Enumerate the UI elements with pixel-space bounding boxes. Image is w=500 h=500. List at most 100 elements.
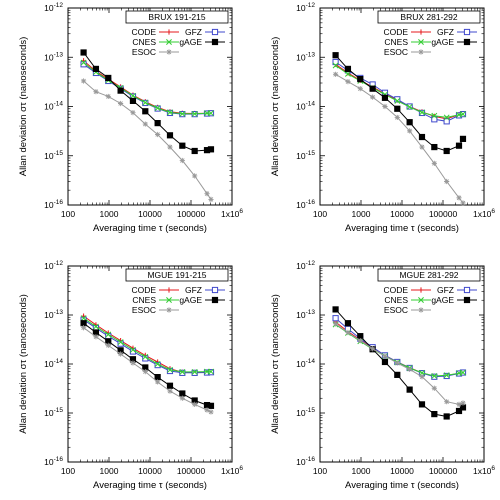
- data-point: [80, 49, 87, 56]
- legend-marker: [463, 28, 471, 36]
- data-point: [332, 52, 339, 59]
- legend-label: gAGE: [179, 295, 202, 305]
- data-point: [431, 410, 438, 418]
- data-point: [92, 323, 99, 330]
- y-tick-label: 10-14: [44, 101, 63, 112]
- data-point: [357, 333, 364, 340]
- legend-marker: [463, 286, 471, 294]
- x-tick-label: 1000: [100, 466, 119, 476]
- x-tick-label: 100000: [177, 466, 206, 476]
- y-tick-label: 10-12: [44, 260, 63, 271]
- x-tick-label: 100000: [429, 466, 458, 476]
- y-tick-label: 10-15: [296, 407, 315, 418]
- data-point: [357, 338, 363, 344]
- data-point: [204, 191, 210, 197]
- data-point: [460, 200, 466, 206]
- data-point: [332, 58, 339, 66]
- x-axis-label: Averaging time τ (seconds): [93, 480, 207, 491]
- y-tick-label: 10-15: [44, 407, 63, 418]
- series-cnes: [80, 315, 214, 375]
- legend-marker: [418, 39, 424, 45]
- legend: MGUE 191-215 CODE GFZ CNES gAGE ESOC: [125, 268, 229, 315]
- x-axis-label: Averaging time τ (seconds): [93, 223, 207, 234]
- data-point: [419, 374, 425, 380]
- y-tick-label: 10-14: [44, 358, 63, 369]
- x-tick-label: 100000: [177, 209, 206, 219]
- data-point: [130, 360, 136, 366]
- data-point: [92, 65, 100, 73]
- data-point: [443, 147, 450, 155]
- data-point: [460, 400, 466, 406]
- series-line: [335, 73, 464, 204]
- y-tick-label: 10-13: [44, 309, 63, 320]
- data-point: [191, 368, 198, 375]
- legend: MGUE 281-292 CODE GFZ CNES gAGE ESOC: [377, 268, 481, 315]
- data-point: [93, 89, 99, 95]
- data-point: [406, 103, 413, 110]
- legend-label: GFZ: [185, 285, 202, 295]
- series-line: [335, 324, 464, 377]
- y-tick-label: 10-13: [44, 51, 63, 62]
- series-gage: [80, 49, 215, 155]
- data-point: [419, 144, 425, 150]
- legend-marker: [166, 287, 172, 293]
- legend-marker: [166, 307, 172, 313]
- x-tick-label: 1x106: [473, 465, 495, 476]
- chart-title: BRUX 281-292: [400, 12, 457, 22]
- data-point: [80, 325, 87, 331]
- data-point: [456, 195, 462, 201]
- data-point: [208, 110, 214, 117]
- data-point: [406, 119, 413, 126]
- y-tick-label: 10-16: [296, 456, 315, 467]
- data-point: [431, 385, 437, 391]
- series-line: [83, 63, 212, 115]
- legend-label: ESOC: [384, 305, 408, 315]
- x-tick-label: 100: [313, 466, 327, 476]
- data-point: [105, 74, 112, 82]
- series-line: [83, 80, 212, 200]
- data-point: [118, 351, 124, 357]
- data-point: [179, 110, 186, 117]
- data-point: [117, 339, 124, 346]
- data-point: [142, 99, 149, 106]
- data-point: [142, 353, 149, 360]
- data-point: [130, 92, 136, 99]
- series-line: [83, 317, 211, 373]
- x-tick-label: 100000: [429, 209, 458, 219]
- data-point: [105, 331, 112, 338]
- data-point: [394, 371, 401, 378]
- legend-label: CODE: [383, 285, 408, 295]
- y-tick-label: 10-16: [296, 199, 315, 210]
- legend-marker: [166, 29, 172, 35]
- series-cnes: [80, 59, 214, 117]
- x-tick-label: 1000: [352, 209, 371, 219]
- legend: BRUX 191-215 CODE GFZ CNES gAGE ESOC: [125, 10, 229, 57]
- data-point: [345, 329, 351, 336]
- axis-ticks: [67, 265, 233, 463]
- legend-marker: [418, 49, 424, 55]
- data-point: [419, 109, 425, 116]
- series-gfz: [80, 316, 215, 376]
- data-point: [167, 366, 173, 373]
- data-point: [382, 353, 388, 359]
- legend-marker: [418, 307, 424, 313]
- data-point: [179, 390, 186, 397]
- y-tick-label: 10-13: [296, 309, 315, 320]
- data-point: [394, 360, 400, 366]
- data-point: [369, 85, 376, 92]
- legend-label: ESOC: [132, 305, 156, 315]
- data-point: [80, 315, 87, 322]
- data-point: [431, 143, 438, 151]
- series-esoc: [332, 321, 466, 407]
- legend-label: CNES: [384, 295, 408, 305]
- data-point: [394, 97, 401, 104]
- data-point: [93, 334, 99, 340]
- legend-marker: [166, 49, 172, 55]
- data-point: [357, 76, 364, 83]
- y-axis-label: Allan deviation στ (nanoseconds): [18, 294, 29, 434]
- data-point: [167, 109, 173, 116]
- legend-marker: [211, 38, 219, 46]
